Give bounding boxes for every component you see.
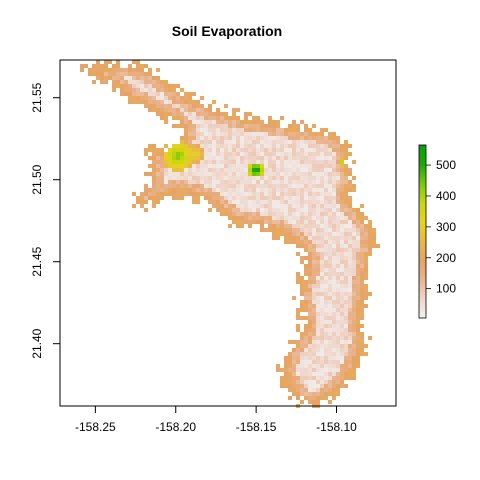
x-tick-label: -158.15: [236, 420, 277, 434]
y-axis: 21.40 21.45 21.50 21.55: [30, 82, 61, 359]
y-tick-label: 21.45: [30, 246, 44, 276]
color-legend: 100 200 300 400 500: [418, 144, 456, 319]
plot-title: Soil Evaporation: [172, 23, 282, 39]
y-tick-label: 21.40: [30, 328, 44, 358]
legend-tick-label: 100: [436, 282, 456, 296]
legend-tick-label: 500: [436, 158, 456, 172]
legend-tick-label: 300: [436, 220, 456, 234]
x-tick-label: -158.10: [316, 420, 357, 434]
soil-evaporation-raster: [80, 60, 380, 408]
x-axis: -158.25 -158.20 -158.15 -158.10: [75, 405, 357, 434]
legend-tick-label: 400: [436, 189, 456, 203]
x-tick-label: -158.25: [75, 420, 116, 434]
y-tick-label: 21.55: [30, 82, 44, 112]
legend-colorbar: [418, 144, 427, 319]
x-tick-label: -158.20: [155, 420, 196, 434]
legend-tick-label: 200: [436, 251, 456, 265]
y-tick-label: 21.50: [30, 164, 44, 194]
